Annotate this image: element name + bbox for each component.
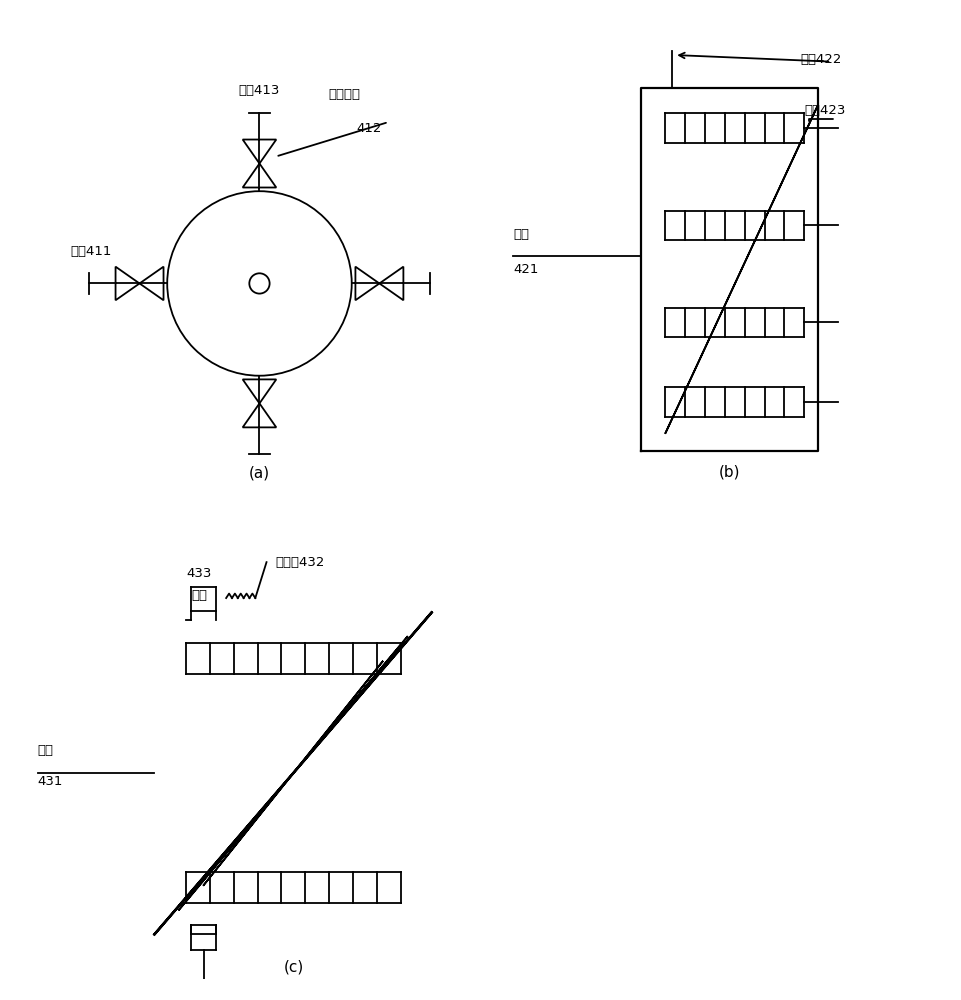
Text: (b): (b) (719, 464, 740, 479)
Text: 流量阀门: 流量阀门 (329, 88, 360, 101)
Text: 412: 412 (357, 122, 382, 135)
Text: 出口423: 出口423 (804, 104, 846, 117)
Text: 421: 421 (513, 263, 538, 276)
Text: 共口: 共口 (37, 744, 54, 757)
Text: 431: 431 (37, 775, 63, 788)
Text: (c): (c) (283, 960, 304, 975)
Text: 共口411: 共口411 (70, 245, 111, 258)
Text: 出口: 出口 (191, 589, 208, 602)
Text: (a): (a) (249, 465, 270, 480)
Text: 出口413: 出口413 (238, 84, 281, 97)
Text: 膜组422: 膜组422 (801, 53, 842, 66)
Text: 微孔膜432: 微孔膜432 (276, 556, 325, 569)
Text: 共口: 共口 (513, 228, 529, 241)
Text: 433: 433 (186, 567, 212, 580)
